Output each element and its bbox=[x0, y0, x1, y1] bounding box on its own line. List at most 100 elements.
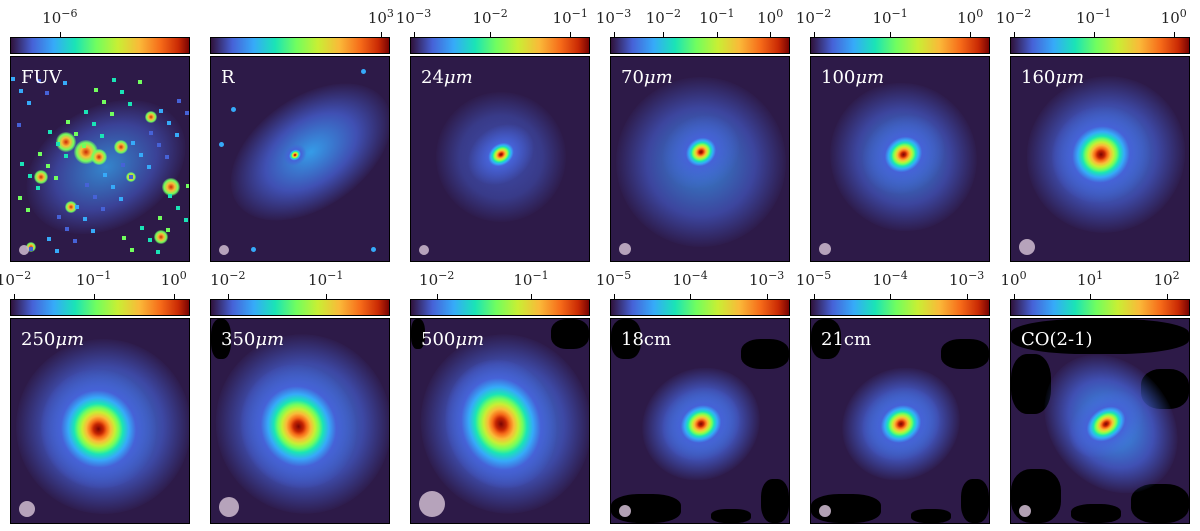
map-image-fuv: FUV bbox=[10, 56, 190, 262]
colorbar bbox=[810, 37, 990, 54]
colorbar-tick-label: 10−2 bbox=[0, 269, 32, 289]
colorbar-tick-mark bbox=[663, 32, 665, 37]
noise-pixel bbox=[128, 102, 132, 106]
band-label: 100μm bbox=[821, 67, 885, 88]
colorbar-tick-mark bbox=[716, 32, 718, 37]
noise-pixel bbox=[82, 144, 86, 148]
colorbar-ticks: 10−6 bbox=[10, 3, 190, 37]
noise-pixel bbox=[110, 112, 114, 116]
foreground-star bbox=[231, 107, 236, 112]
noise-pixel bbox=[74, 132, 78, 136]
colorbar-tick-mark bbox=[413, 32, 415, 37]
colorbar-tick-mark bbox=[970, 32, 972, 37]
colorbar-tick-mark bbox=[770, 32, 772, 37]
colorbar-tick-mark bbox=[766, 294, 768, 299]
colorbar bbox=[610, 37, 790, 54]
noise-pixel bbox=[20, 162, 24, 166]
masked-region bbox=[611, 319, 641, 359]
colorbar-tick-label: 10−6 bbox=[42, 7, 78, 27]
colorbar-ticks: 10−2 10−1 100 bbox=[796, 3, 990, 37]
colorbar-tick-label: 102 bbox=[1153, 269, 1180, 289]
noise-pixel bbox=[167, 121, 171, 125]
noise-pixel bbox=[57, 215, 61, 219]
beam-size-indicator bbox=[19, 245, 29, 255]
band-label: 18cm bbox=[621, 329, 672, 350]
noise-pixel bbox=[120, 90, 124, 94]
colorbar bbox=[810, 299, 990, 316]
noise-pixel bbox=[27, 101, 31, 105]
colorbar-tick-label: 10−1 bbox=[552, 7, 588, 27]
noise-pixel bbox=[38, 152, 42, 156]
noise-pixel bbox=[46, 164, 50, 168]
panel-21cm: 10−5 10−4 10−3 21cm bbox=[796, 265, 990, 527]
noise-pixel bbox=[93, 195, 97, 199]
colorbar-tick-label: 10−2 bbox=[419, 269, 455, 289]
colorbar-tick-label: 10−4 bbox=[672, 269, 708, 289]
noise-pixel bbox=[36, 186, 40, 190]
noise-pixel bbox=[176, 206, 180, 210]
colorbar bbox=[410, 299, 590, 316]
colorbar-tick-mark bbox=[380, 32, 382, 37]
colorbar-tick-label: 10−1 bbox=[513, 269, 549, 289]
map-image-350um: 350μm bbox=[210, 318, 390, 524]
noise-pixel bbox=[56, 142, 60, 146]
colorbar-tick-mark bbox=[1093, 32, 1095, 37]
colorbar-tick-label: 10−5 bbox=[595, 269, 632, 289]
panel-160um: 10−2 10−1 100 160μm bbox=[996, 3, 1190, 265]
beam-size-indicator bbox=[1019, 505, 1031, 517]
colorbar bbox=[210, 37, 390, 54]
colorbar bbox=[210, 299, 390, 316]
noise-pixel bbox=[175, 133, 179, 137]
noise-pixel bbox=[186, 184, 189, 188]
noise-pixel bbox=[112, 78, 116, 82]
colorbar-tick-label: 10−3 bbox=[395, 7, 432, 27]
noise-pixel bbox=[102, 100, 106, 104]
panel-co21: 100 101 102 CO(2-1) bbox=[1001, 265, 1190, 527]
noise-pixel bbox=[11, 77, 15, 81]
map-image-160um: 160μm bbox=[1010, 56, 1190, 262]
noise-pixel bbox=[156, 250, 160, 254]
masked-region bbox=[1071, 504, 1121, 523]
colorbar bbox=[10, 37, 190, 54]
noise-pixel bbox=[92, 122, 96, 126]
bright-knot bbox=[34, 170, 48, 184]
bright-knot bbox=[114, 140, 128, 154]
colorbar-tick-label: 10−3 bbox=[748, 269, 785, 289]
masked-region bbox=[211, 319, 231, 359]
band-label: 70μm bbox=[621, 67, 673, 88]
noise-pixel bbox=[159, 109, 163, 113]
colorbar-tick-label: 100 bbox=[1160, 7, 1187, 27]
masked-region bbox=[1011, 469, 1061, 523]
band-label: 500μm bbox=[421, 329, 485, 350]
noise-pixel bbox=[75, 205, 79, 209]
foreground-star bbox=[251, 247, 256, 252]
noise-pixel bbox=[18, 196, 22, 200]
masked-region bbox=[711, 509, 751, 523]
noise-pixel bbox=[129, 175, 133, 179]
map-image-250um: 250μm bbox=[10, 318, 190, 524]
colorbar bbox=[410, 37, 590, 54]
map-image-21cm: 21cm bbox=[810, 318, 990, 524]
colorbar-tick-label: 10−3 bbox=[595, 7, 632, 27]
noise-pixel bbox=[130, 248, 134, 252]
noise-pixel bbox=[184, 218, 188, 222]
band-label: 24μm bbox=[421, 67, 473, 88]
noise-pixel bbox=[138, 80, 142, 84]
colorbar-tick-label: 100 bbox=[957, 7, 984, 27]
colorbar-tick-label: 10−1 bbox=[76, 269, 112, 289]
noise-pixel bbox=[139, 153, 143, 157]
colorbar-tick-mark bbox=[490, 32, 492, 37]
noise-pixel bbox=[158, 216, 162, 220]
band-label: 350μm bbox=[221, 329, 285, 350]
beam-size-indicator bbox=[419, 491, 445, 517]
panel-r: 103 R bbox=[210, 3, 394, 265]
colorbar-tick-mark bbox=[1090, 294, 1092, 299]
panel-500um: 10−2 10−1 500μm bbox=[410, 265, 590, 527]
masked-region bbox=[411, 319, 425, 349]
noise-pixel bbox=[29, 247, 33, 251]
band-label: FUV bbox=[21, 67, 62, 88]
colorbar-tick-label: 10−3 bbox=[948, 269, 985, 289]
bright-knot bbox=[154, 230, 168, 244]
colorbar-tick-mark bbox=[436, 294, 438, 299]
panel-350um: 10−2 10−1 350μm bbox=[210, 265, 390, 527]
